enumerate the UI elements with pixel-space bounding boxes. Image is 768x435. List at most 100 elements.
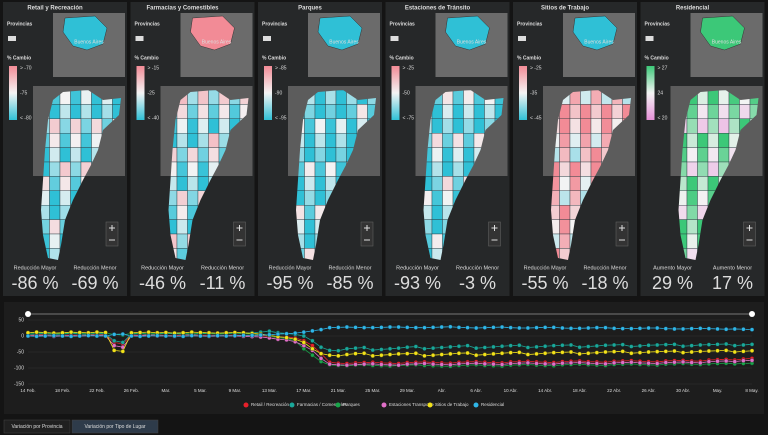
data-point	[60, 333, 65, 339]
legend-marker	[243, 402, 249, 408]
data-point	[336, 362, 341, 367]
data-point	[534, 351, 539, 357]
province	[569, 176, 581, 191]
zoom-icons	[109, 225, 115, 241]
kpi-value: -69 %	[71, 273, 118, 293]
province	[686, 132, 698, 148]
data-point	[594, 343, 600, 349]
data-point	[672, 342, 677, 347]
province	[580, 147, 592, 163]
province	[304, 118, 316, 134]
data-point	[465, 350, 470, 356]
province	[559, 219, 571, 235]
data-point	[275, 331, 281, 337]
province	[452, 90, 464, 105]
legend-label: Farmacias / Comestibles	[297, 402, 347, 407]
province	[325, 90, 337, 105]
data-point	[353, 362, 358, 367]
data-point	[387, 324, 393, 330]
data-point	[749, 358, 755, 363]
kpi-value: -86 %	[11, 273, 58, 293]
data-point	[379, 325, 384, 330]
tab[interactable]	[71, 419, 159, 434]
data-point	[586, 351, 591, 356]
province	[697, 118, 709, 134]
data-point	[379, 362, 384, 367]
data-point	[34, 334, 39, 339]
scale-label: > -25	[530, 65, 542, 71]
province	[49, 118, 61, 134]
data-point	[491, 362, 496, 367]
data-point	[336, 348, 341, 353]
slider-handle[interactable]	[25, 311, 31, 317]
province	[314, 190, 326, 206]
data-point	[465, 361, 470, 366]
tab[interactable]	[3, 419, 71, 434]
data-point	[336, 353, 341, 358]
data-point	[344, 324, 350, 330]
province	[304, 147, 316, 163]
province	[697, 104, 709, 120]
slider-handle[interactable]	[749, 311, 755, 317]
province	[697, 176, 709, 191]
province	[187, 132, 199, 148]
data-point	[749, 327, 755, 332]
data-point	[474, 346, 479, 351]
data-point	[680, 350, 686, 355]
legend-title: Provincias	[390, 21, 416, 27]
panel-title: Farmacias y Comestibles	[146, 6, 219, 12]
province	[80, 90, 92, 105]
zoom-icons	[619, 225, 625, 241]
province	[80, 132, 92, 148]
province	[335, 147, 347, 163]
province	[569, 190, 581, 206]
data-point	[284, 331, 289, 336]
x-tick-label: 10 Abr.	[504, 388, 518, 393]
data-point	[327, 348, 332, 353]
legend-swatch	[135, 36, 144, 41]
scale-label: > -70	[20, 65, 32, 71]
kpi-label: Reducción Menor	[328, 265, 371, 271]
data-point	[689, 326, 694, 331]
legend-swatch	[263, 36, 271, 41]
x-tick-label: 26 Feb.	[124, 388, 139, 393]
province	[559, 204, 571, 220]
data-point	[361, 362, 367, 367]
data-point	[542, 351, 548, 356]
province	[176, 204, 188, 220]
data-point	[413, 361, 419, 366]
province	[431, 161, 443, 177]
data-point	[422, 353, 427, 358]
x-tick-label: 8 May.	[745, 388, 758, 393]
x-tick-label: 30 Abr.	[676, 388, 690, 393]
province	[707, 90, 719, 105]
province	[187, 161, 199, 177]
data-point	[422, 346, 427, 351]
data-point	[611, 326, 617, 331]
panel-title: Parques	[298, 6, 322, 12]
kpi-value: 17 %	[712, 273, 753, 293]
x-tick-label: Abr.	[438, 388, 446, 393]
data-point	[542, 344, 548, 349]
legend-label: Residencial	[481, 402, 504, 407]
province	[197, 118, 209, 134]
data-point	[491, 344, 496, 350]
province	[431, 190, 443, 206]
data-point	[551, 350, 556, 355]
province	[59, 104, 71, 120]
data-point	[560, 361, 565, 366]
province	[59, 176, 71, 191]
province	[452, 161, 464, 177]
province	[442, 104, 454, 120]
tab-label[interactable]: Variación por Tipo de Lugar	[84, 424, 145, 430]
scale-label: < -45	[530, 115, 542, 121]
legend-title: Provincias	[135, 21, 161, 27]
province	[229, 104, 241, 120]
data-point	[112, 338, 117, 343]
province	[59, 118, 71, 134]
province	[707, 132, 719, 148]
province	[463, 147, 475, 163]
scale-label: -75	[20, 90, 27, 96]
tab-label[interactable]: Variación por Provincia	[11, 424, 62, 430]
